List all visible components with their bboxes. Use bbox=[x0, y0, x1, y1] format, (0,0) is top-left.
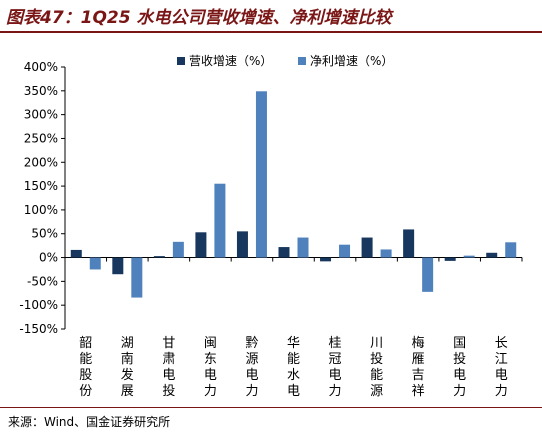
revenue-growth-bar bbox=[153, 256, 165, 258]
y-tick-label: -100% bbox=[19, 298, 58, 312]
x-category-label: 韶能股份 bbox=[79, 335, 92, 399]
x-category-label: 川投能源 bbox=[370, 336, 383, 399]
revenue-growth-bar bbox=[278, 247, 290, 258]
legend-profit-swatch bbox=[298, 57, 306, 65]
chart-title: 图表47：1Q25 水电公司营收增速、净利增速比较 bbox=[6, 8, 392, 28]
y-tick-label: 100% bbox=[24, 203, 58, 217]
revenue-growth-bar bbox=[361, 237, 373, 258]
profit-growth-bar bbox=[297, 237, 309, 258]
revenue-growth-bar bbox=[486, 252, 498, 258]
source-note: 来源：Wind、国金证券研究所 bbox=[8, 415, 171, 429]
profit-growth-bar bbox=[380, 249, 392, 258]
profit-growth-bar bbox=[214, 183, 226, 258]
revenue-growth-bar bbox=[403, 229, 415, 258]
y-tick-label: 400% bbox=[24, 60, 58, 74]
x-category-label: 华能水电 bbox=[287, 336, 300, 399]
x-category-label: 湖南发展 bbox=[121, 336, 134, 399]
x-category-label: 桂冠电力 bbox=[329, 336, 342, 399]
x-category-label: 梅雁吉祥 bbox=[412, 336, 425, 399]
legend-revenue-swatch bbox=[177, 57, 185, 65]
y-tick-label: -150% bbox=[19, 322, 58, 336]
footer-divider bbox=[0, 407, 542, 408]
title-divider bbox=[0, 31, 542, 33]
profit-growth-bar bbox=[505, 242, 517, 258]
profit-growth-bar bbox=[463, 255, 475, 258]
x-category-label: 甘肃电投 bbox=[162, 336, 175, 399]
y-tick-label: 200% bbox=[24, 155, 58, 169]
y-tick-label: 350% bbox=[24, 84, 58, 98]
x-category-label: 长江电力 bbox=[495, 336, 508, 399]
revenue-growth-bar bbox=[444, 257, 456, 261]
revenue-growth-bar bbox=[195, 232, 207, 258]
y-tick-label: 150% bbox=[24, 179, 58, 193]
profit-growth-bar bbox=[339, 244, 351, 258]
x-category-label: 闽东电力 bbox=[204, 336, 217, 399]
profit-growth-bar bbox=[255, 91, 267, 258]
x-category-label: 黔源电力 bbox=[245, 336, 258, 399]
y-tick-label: 0% bbox=[39, 251, 58, 265]
revenue-growth-bar bbox=[70, 249, 82, 258]
y-tick-label: 250% bbox=[24, 131, 58, 145]
legend-profit-label: 净利增速（%） bbox=[310, 54, 393, 68]
profit-growth-bar bbox=[172, 241, 184, 258]
profit-growth-bar bbox=[422, 257, 434, 292]
revenue-growth-bar bbox=[112, 257, 124, 275]
revenue-growth-bar bbox=[236, 231, 248, 258]
profit-growth-bar bbox=[89, 257, 101, 270]
legend-revenue-label: 营收增速（%） bbox=[189, 54, 272, 68]
profit-growth-bar bbox=[131, 257, 143, 298]
y-tick-label: 50% bbox=[31, 227, 58, 241]
y-tick-label: -50% bbox=[27, 274, 58, 288]
y-tick-label: 300% bbox=[24, 108, 58, 122]
revenue-growth-bar bbox=[320, 257, 332, 262]
x-category-label: 国投电力 bbox=[453, 336, 466, 399]
